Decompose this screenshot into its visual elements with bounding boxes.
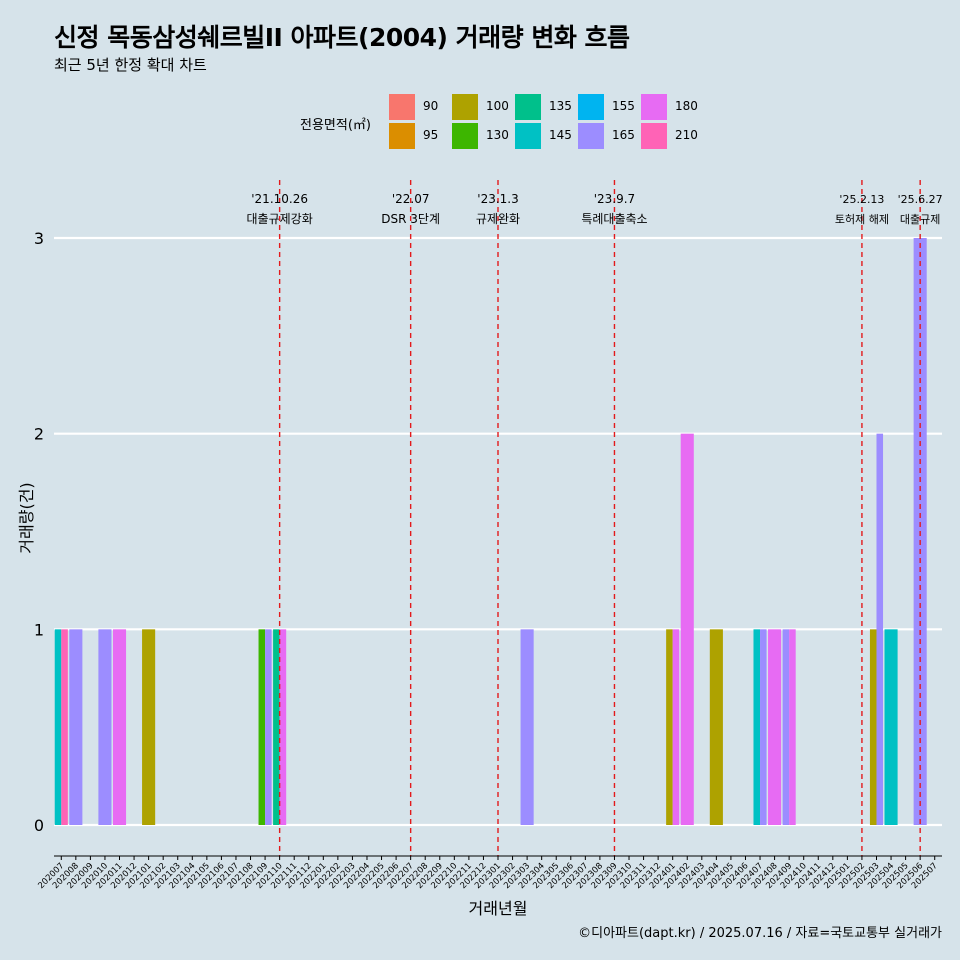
bar: [884, 629, 898, 825]
legend-label: 210: [675, 128, 698, 142]
event-date-label: '22.07: [392, 192, 430, 206]
y-tick-label: 1: [34, 620, 44, 639]
y-axis-tick-labels: 0 1 2 3: [34, 229, 44, 835]
legend-swatch: [389, 123, 415, 149]
bar: [273, 629, 280, 825]
legend-swatch: [578, 94, 604, 120]
legend-label: 145: [549, 128, 572, 142]
legend-label: 155: [612, 99, 635, 113]
bar: [789, 629, 796, 825]
bar: [672, 629, 680, 825]
event-label: 특례대출축소: [581, 212, 647, 226]
bar: [709, 629, 723, 825]
legend-label: 130: [486, 128, 509, 142]
bar: [54, 629, 62, 825]
bar: [265, 629, 272, 825]
legend-label: 100: [486, 99, 509, 113]
bar: [782, 629, 790, 825]
bar: [279, 629, 287, 825]
bar: [753, 629, 761, 825]
bar: [142, 629, 156, 825]
event-label: 토허제 해제: [835, 212, 889, 226]
event-label: 대출규제: [900, 213, 940, 226]
y-axis-title: 거래량(건): [17, 482, 36, 553]
legend-swatch: [515, 94, 541, 120]
legend-swatch: [641, 123, 667, 149]
legend-label: 95: [423, 128, 439, 142]
bar: [112, 629, 127, 825]
bars: [54, 238, 927, 825]
legend-swatch: [578, 123, 604, 149]
legend-swatch: [452, 123, 478, 149]
event-label: DSR 3단계: [381, 212, 440, 226]
legend-label: 90: [423, 99, 439, 113]
bar: [258, 629, 266, 825]
bar: [680, 433, 694, 825]
chart-title: 신정 목동삼성쉐르빌II 아파트(2004) 거래량 변화 흐름: [54, 23, 630, 52]
bar: [61, 629, 68, 825]
event-date-label: '25.6.27: [898, 193, 943, 206]
event-label: 대출규제강화: [247, 212, 313, 226]
legend-swatch: [641, 94, 667, 120]
legend-label: 165: [612, 128, 635, 142]
event-label: 규제완화: [476, 212, 520, 226]
legend-title: 전용면적(㎡): [300, 118, 371, 133]
bar: [98, 629, 112, 825]
x-axis-title: 거래년월: [469, 899, 528, 918]
bar: [869, 629, 877, 825]
bar: [520, 629, 534, 825]
bar: [69, 629, 83, 825]
legend-label: 135: [549, 99, 572, 113]
event-date-label: '25.2.13: [839, 193, 884, 206]
bar: [876, 433, 884, 825]
event-date-label: '21.10.26: [251, 192, 308, 206]
event-date-label: '23.1.3: [477, 192, 518, 206]
chart-subtitle: 최근 5년 한정 확대 차트: [54, 56, 207, 74]
event-date-label: '23.9.7: [594, 192, 635, 206]
bar: [666, 629, 673, 825]
legend-label: 180: [675, 99, 698, 113]
legend-swatch: [389, 94, 415, 120]
y-tick-label: 0: [34, 816, 44, 835]
y-tick-label: 3: [34, 229, 44, 248]
legend-swatch: [515, 123, 541, 149]
y-tick-label: 2: [34, 425, 44, 444]
x-axis: 2020072020082020092020102020112020122021…: [36, 855, 942, 891]
bar: [768, 629, 782, 825]
bar: [760, 629, 767, 825]
legend-swatch: [452, 94, 478, 120]
event-lines: '21.10.26 대출규제강화 '22.07 DSR 3단계 '23.1.3 규제완화 '…: [247, 180, 943, 856]
source-caption: ©디아파트(dapt.kr) / 2025.07.16 / 자료=국토교통부 실…: [578, 926, 942, 941]
